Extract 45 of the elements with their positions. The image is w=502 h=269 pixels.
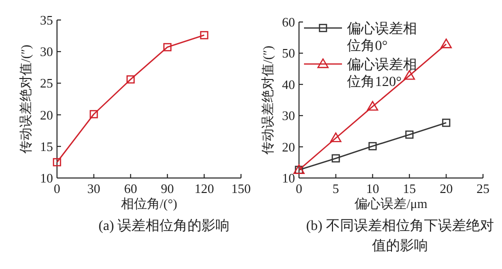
y-axis-title: 传动误差绝对值/(″) — [260, 46, 275, 154]
y-tick-label: 30 — [40, 44, 53, 60]
x-tick-label: 120 — [194, 181, 214, 196]
x-tick-label: 5 — [332, 181, 340, 196]
x-tick-label: 90 — [160, 181, 174, 196]
y-tick-label: 20 — [282, 139, 295, 154]
point — [163, 43, 172, 52]
y-tick-label: 50 — [282, 46, 295, 61]
x-tick-label: 30 — [87, 181, 100, 196]
point — [367, 100, 378, 111]
y-tick-label: 15 — [40, 138, 53, 154]
x-tick-label: 0 — [54, 181, 60, 196]
y-tick-label: 40 — [282, 76, 295, 92]
y-tick-label: 30 — [282, 108, 295, 124]
y-tick-label: 25 — [40, 76, 53, 91]
x-tick-label: 60 — [124, 181, 138, 196]
point — [404, 70, 415, 80]
text: (b) 不同误差相位角下误差绝对值的影响 — [306, 218, 494, 254]
y-tick-label: 20 — [40, 107, 53, 122]
point — [442, 118, 450, 127]
x-tick-label: 0 — [296, 181, 302, 196]
point — [332, 154, 340, 162]
x-tick-label: 25 — [476, 181, 490, 196]
point — [405, 130, 414, 139]
text: (a) 误差相位角的影响 — [98, 218, 230, 234]
legend-label: 偏心误差相位角120° — [347, 57, 417, 90]
x-axis-title: 相位角/(°) — [120, 196, 178, 211]
x-tick-label: 150 — [231, 181, 251, 196]
x-tick-label: 20 — [440, 181, 453, 196]
point — [126, 75, 135, 84]
x-tick-label: 15 — [402, 181, 416, 196]
point — [368, 142, 377, 150]
legend-label: 偏心误差相位角0° — [347, 21, 417, 54]
y-axis-title: 传动误差绝对值/(″) — [18, 44, 33, 154]
point — [440, 38, 452, 48]
y-tick-label: 60 — [282, 14, 295, 30]
point — [52, 158, 62, 166]
x-tick-label: 10 — [366, 181, 380, 196]
y-tick-label: 10 — [282, 170, 295, 186]
point — [90, 110, 98, 118]
point — [330, 132, 342, 142]
y-tick-label: 10 — [40, 170, 53, 186]
y-tick-label: 35 — [40, 12, 53, 28]
x-axis-title: 偏心误差/μm — [354, 196, 428, 211]
point — [200, 31, 208, 40]
